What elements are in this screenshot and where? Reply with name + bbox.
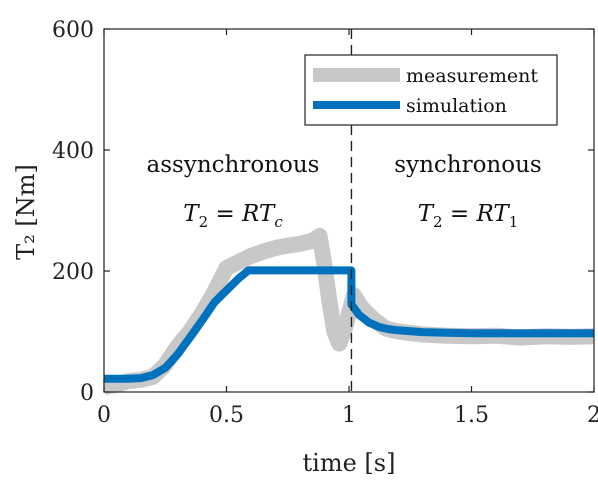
- annotation-formula-rtc: T2 = RTc: [183, 201, 283, 231]
- y-tick-label: 600: [52, 18, 94, 43]
- x-tick-label: 2: [587, 403, 598, 428]
- x-tick-label: 1.5: [454, 403, 489, 428]
- legend: measurement simulation: [304, 54, 558, 126]
- legend-label-measurement: measurement: [406, 65, 538, 87]
- plot-frame: [103, 28, 595, 393]
- x-tick-label: 0.5: [209, 403, 244, 428]
- y-tick-label: 0: [80, 381, 94, 406]
- x-axis-label: time [s]: [303, 449, 396, 477]
- x-tick-label: 0: [97, 403, 111, 428]
- annotation-formula-rt1: T2 = RT1: [418, 201, 519, 231]
- annotation-assynchronous: assynchronous: [147, 152, 320, 178]
- series-line-simulation: [104, 266, 594, 383]
- x-tick-label: 1: [342, 403, 356, 428]
- y-tick-label: 400: [52, 139, 94, 164]
- y-axis-label: T₂ [Nm]: [12, 164, 40, 260]
- legend-label-simulation: simulation: [406, 95, 507, 117]
- y-tick-label: 200: [52, 260, 94, 285]
- plot-area: [102, 29, 595, 396]
- annotation-synchronous: synchronous: [394, 152, 541, 178]
- annotations: assynchronous T2 = RTc synchronous T2 = …: [147, 152, 542, 231]
- legend-box: [304, 54, 558, 126]
